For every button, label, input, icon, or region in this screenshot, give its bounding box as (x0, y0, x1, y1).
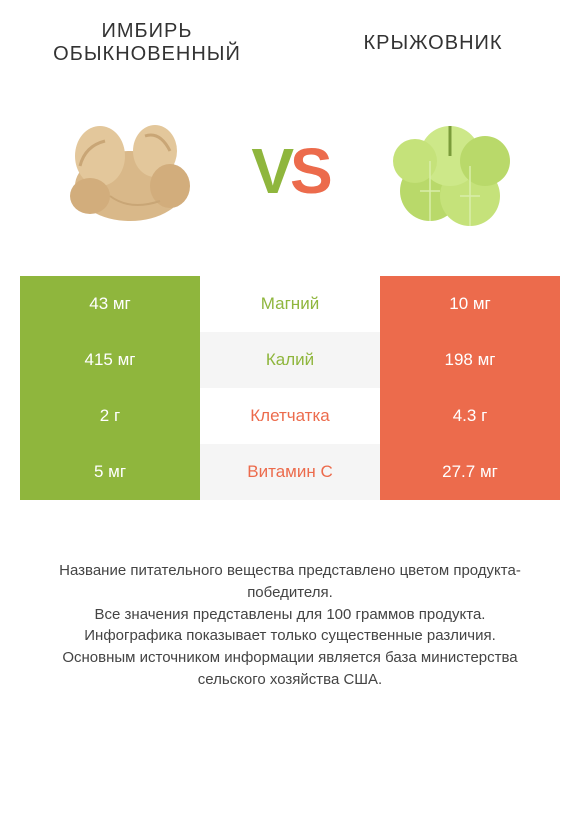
value-left: 415 мг (20, 332, 200, 388)
footer-line: Основным источником информации является … (30, 647, 550, 691)
value-left: 2 г (20, 388, 200, 444)
table-row: 5 мгВитамин C27.7 мг (20, 444, 560, 500)
comparison-table: 43 мгМагний10 мг415 мгКалий198 мг2 гКлет… (20, 276, 560, 500)
infographic-container: Имбирь обыкновенный Крыжовник VS (0, 0, 580, 814)
vs-s: S (290, 135, 329, 207)
ginger-illustration (50, 96, 210, 246)
title-left: Имбирь обыкновенный (30, 20, 264, 66)
nutrient-label: Клетчатка (200, 388, 380, 444)
value-left: 43 мг (20, 276, 200, 332)
hero-row: VS (20, 66, 560, 276)
titles-row: Имбирь обыкновенный Крыжовник (20, 20, 560, 66)
table-row: 2 гКлетчатка4.3 г (20, 388, 560, 444)
footer-notes: Название питательного вещества представл… (20, 560, 560, 691)
gooseberry-illustration (370, 96, 530, 246)
value-left: 5 мг (20, 444, 200, 500)
table-row: 415 мгКалий198 мг (20, 332, 560, 388)
nutrient-label: Витамин C (200, 444, 380, 500)
value-right: 10 мг (380, 276, 560, 332)
vs-v: V (251, 135, 290, 207)
table-row: 43 мгМагний10 мг (20, 276, 560, 332)
title-right: Крыжовник (316, 32, 550, 55)
footer-line: Инфографика показывает только существенн… (30, 625, 550, 647)
footer-line: Название питательного вещества представл… (30, 560, 550, 604)
value-right: 198 мг (380, 332, 560, 388)
footer-line: Все значения представлены для 100 граммо… (30, 604, 550, 626)
nutrient-label: Магний (200, 276, 380, 332)
value-right: 27.7 мг (380, 444, 560, 500)
nutrient-label: Калий (200, 332, 380, 388)
vs-label: VS (251, 134, 328, 208)
value-right: 4.3 г (380, 388, 560, 444)
